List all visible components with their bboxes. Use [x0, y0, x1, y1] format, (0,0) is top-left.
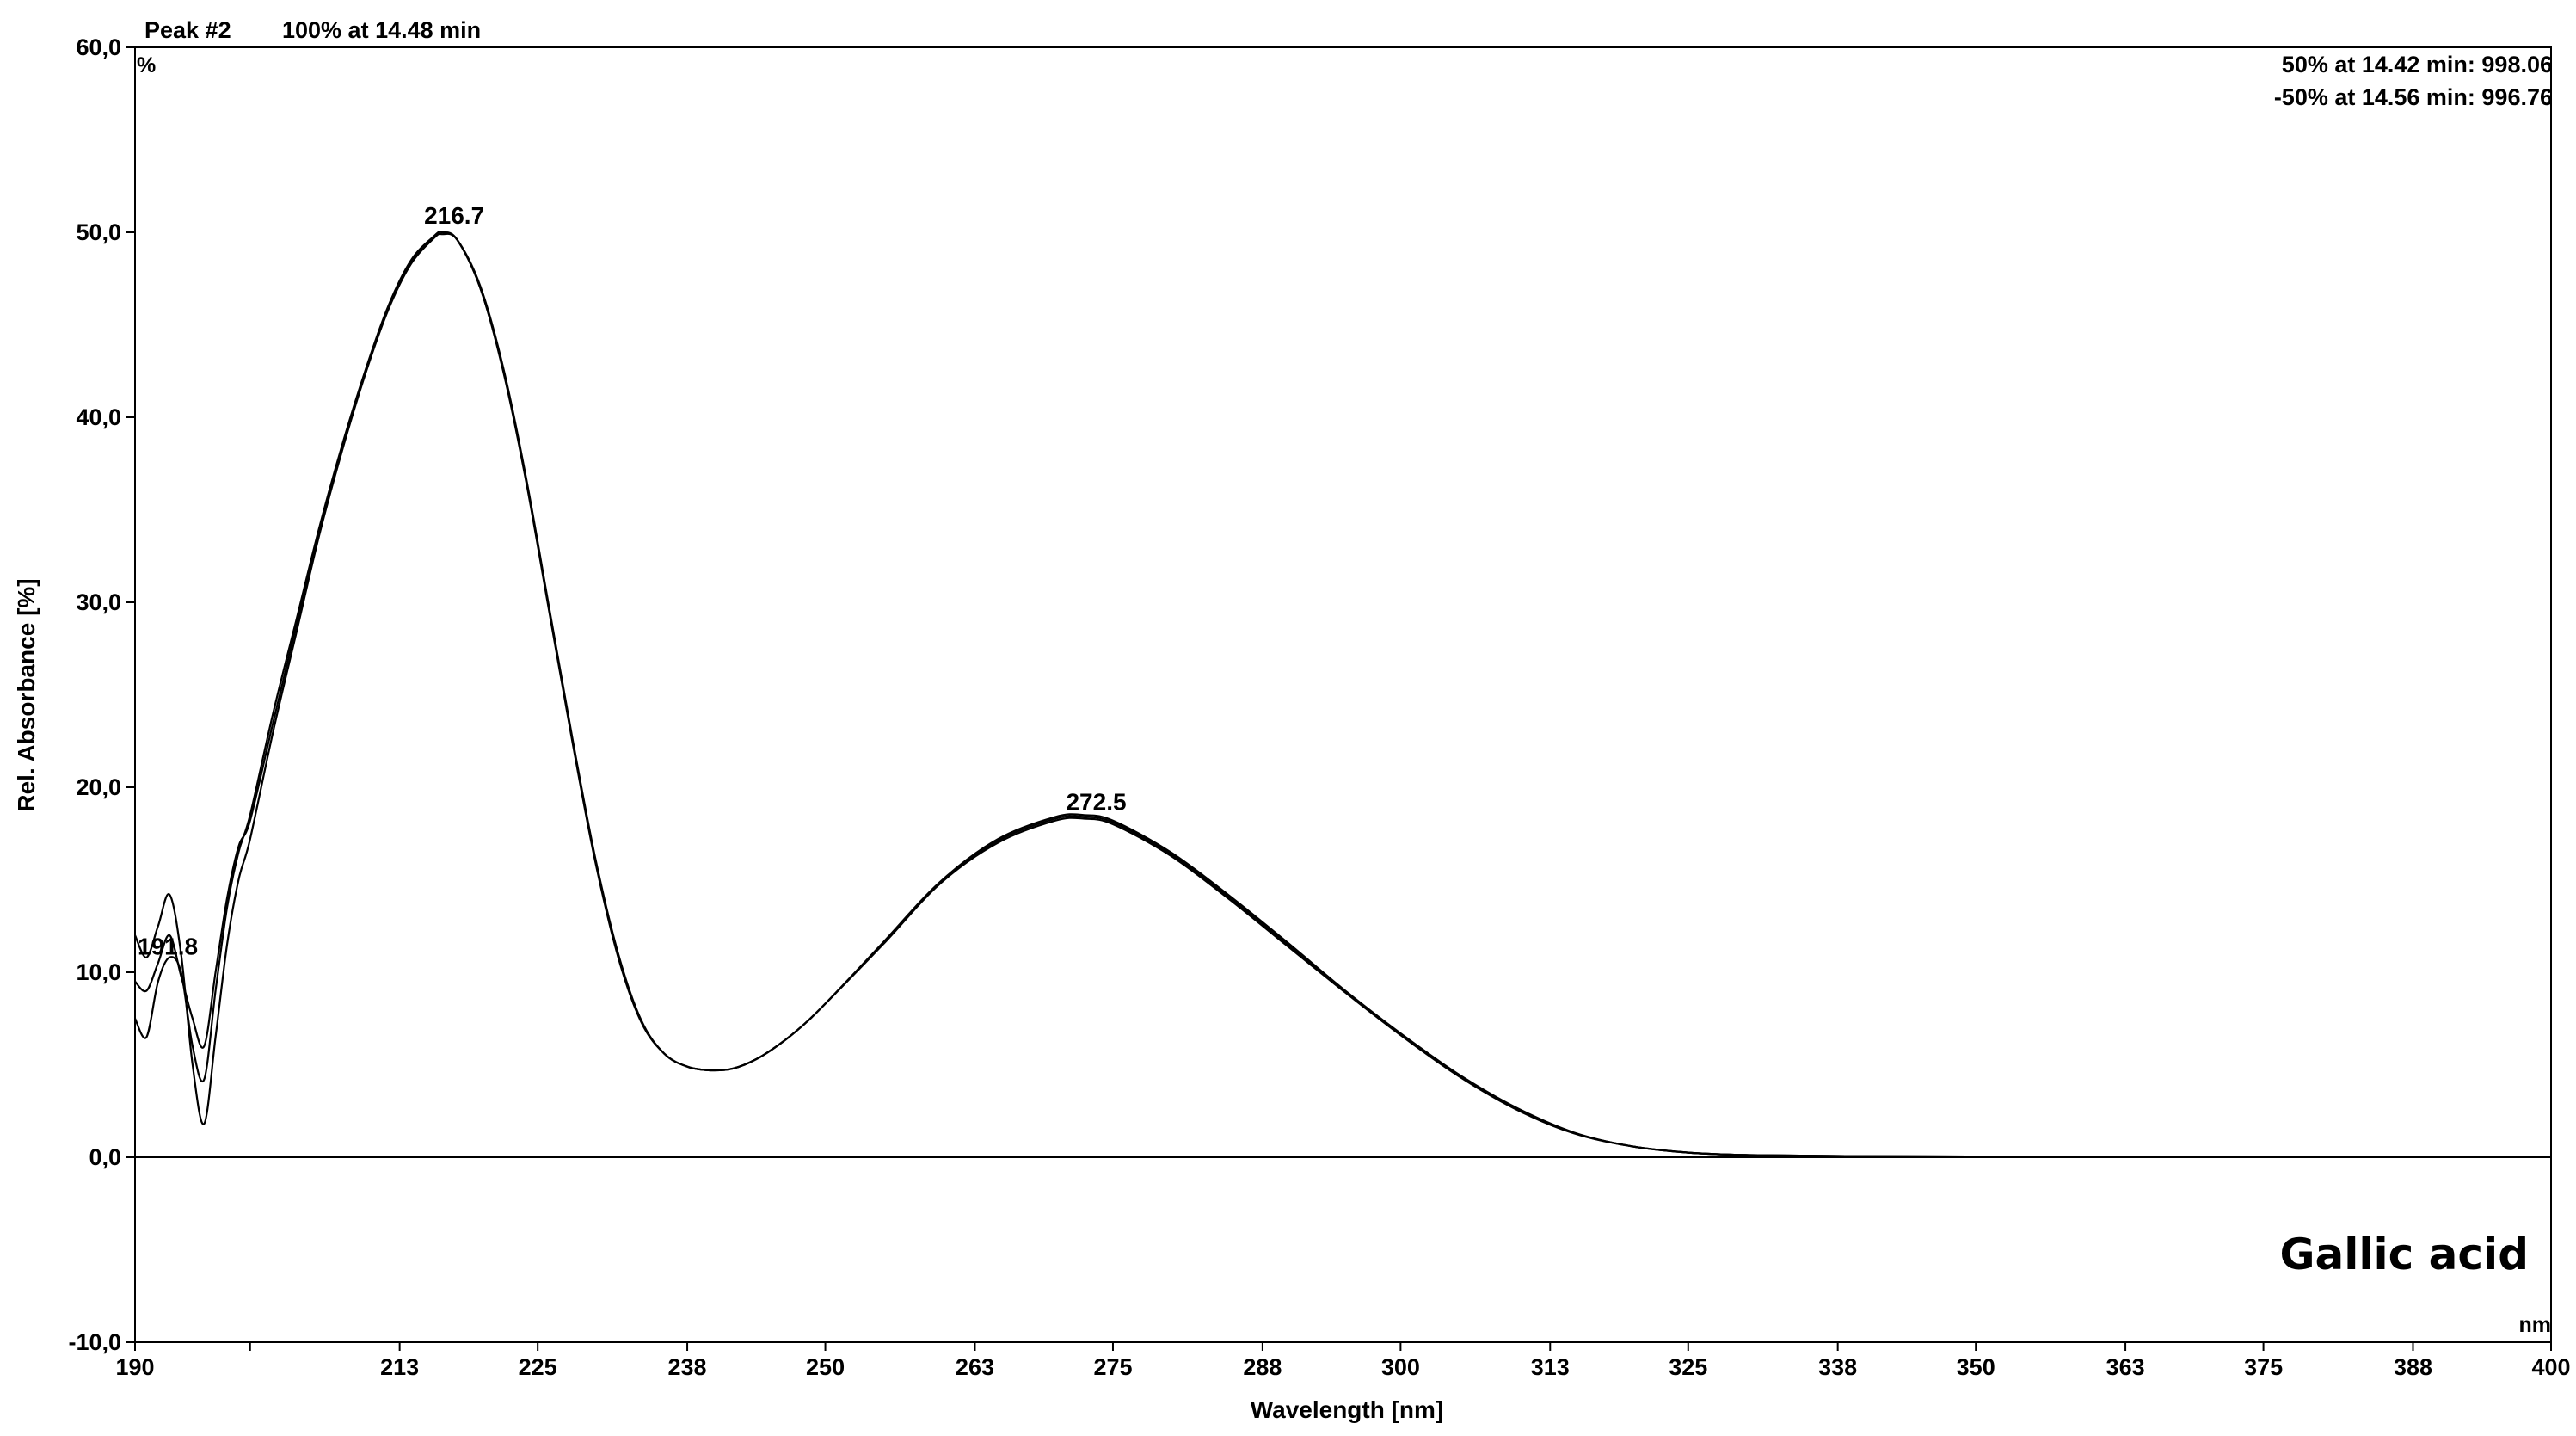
x-tick-label: 313	[1531, 1354, 1570, 1380]
x-axis-ticks: 190 213 225 238 250 263 275 288 300 313 325 338 350 3…	[115, 1342, 2571, 1380]
series-group	[133, 231, 2551, 1158]
header-match-line-1: 50% at 14.42 min: 998.06	[2282, 52, 2553, 77]
y-tick-label: 40,0	[76, 404, 121, 430]
y-tick-label: -10,0	[68, 1329, 121, 1355]
peak-label: 216.7	[424, 202, 484, 229]
x-tick-label: 325	[1669, 1354, 1707, 1380]
header-match-line-2: -50% at 14.56 min: 996.76	[2274, 84, 2553, 110]
x-axis-title: Wavelength [nm]	[1251, 1396, 1444, 1423]
x-tick-label: 400	[2531, 1354, 2570, 1380]
x-tick-label: 375	[2244, 1354, 2283, 1380]
x-tick-label: 338	[1818, 1354, 1857, 1380]
header-apex-label: 100% at 14.48 min	[282, 17, 481, 43]
peak-labels: 191.8 216.7 272.5	[138, 202, 1127, 959]
x-unit-label: nm	[2519, 1313, 2552, 1337]
y-axis-title: Rel. Absorbance [%]	[13, 578, 40, 811]
x-tick-label: 213	[380, 1354, 419, 1380]
x-tick-label: 263	[956, 1354, 994, 1380]
y-tick-label: 50,0	[76, 219, 121, 245]
x-tick-label: 300	[1381, 1354, 1420, 1380]
peak-label: 272.5	[1066, 789, 1126, 816]
x-tick-label: 275	[1093, 1354, 1132, 1380]
compound-label: Gallic acid	[2279, 1230, 2529, 1279]
x-tick-label: 250	[806, 1354, 845, 1380]
plot-border	[134, 46, 2552, 1343]
y-axis-ticks: -10,0 0,0 10,0 20,0 30,0 40,0 50,0 60,0	[68, 34, 135, 1355]
peak-label: 191.8	[138, 933, 198, 959]
spectrum-line-3	[134, 231, 2551, 1158]
header-peak-label: Peak #2	[144, 17, 231, 43]
x-tick-label: 288	[1243, 1354, 1282, 1380]
y-tick-label: 60,0	[76, 34, 121, 60]
y-tick-label: 30,0	[76, 589, 121, 615]
x-tick-label: 363	[2106, 1354, 2145, 1380]
y-unit-label: %	[137, 53, 156, 77]
y-tick-label: 10,0	[76, 959, 121, 985]
x-tick-label: 388	[2394, 1354, 2432, 1380]
x-tick-label: 225	[519, 1354, 557, 1380]
x-tick-label: 350	[1957, 1354, 1995, 1380]
x-tick-label: 238	[668, 1354, 707, 1380]
x-tick-label: 190	[115, 1354, 154, 1380]
y-tick-label: 20,0	[76, 774, 121, 800]
y-tick-label: 0,0	[89, 1144, 121, 1170]
